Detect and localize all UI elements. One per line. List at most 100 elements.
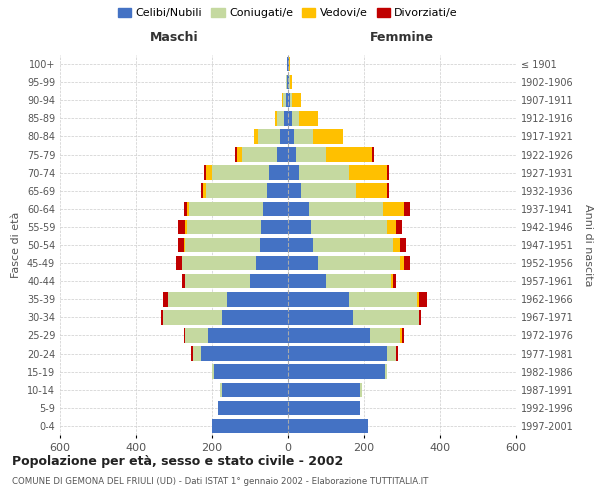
Bar xyxy=(385,364,387,379)
Bar xyxy=(294,129,313,144)
Bar xyxy=(242,148,277,162)
Bar xyxy=(185,220,187,234)
Bar xyxy=(288,256,319,270)
Bar xyxy=(212,418,288,433)
Bar xyxy=(283,93,286,108)
Bar xyxy=(288,220,311,234)
Bar xyxy=(289,75,290,90)
Bar xyxy=(387,220,397,234)
Bar xyxy=(287,57,288,72)
Bar xyxy=(326,148,371,162)
Bar xyxy=(417,292,419,306)
Bar xyxy=(313,129,343,144)
Bar xyxy=(419,310,421,324)
Bar xyxy=(391,274,392,288)
Legend: Celibi/Nubili, Coniugati/e, Vedovi/e, Divorziati/e: Celibi/Nubili, Coniugati/e, Vedovi/e, Di… xyxy=(113,4,463,23)
Bar xyxy=(311,220,387,234)
Bar xyxy=(185,328,208,342)
Bar xyxy=(309,202,383,216)
Bar xyxy=(286,93,288,108)
Bar xyxy=(184,238,185,252)
Bar xyxy=(221,310,288,324)
Bar xyxy=(212,364,214,379)
Bar xyxy=(288,166,299,180)
Bar xyxy=(184,202,187,216)
Bar xyxy=(288,328,370,342)
Bar xyxy=(227,292,288,306)
Bar xyxy=(313,238,392,252)
Bar xyxy=(288,202,309,216)
Bar xyxy=(235,148,236,162)
Bar xyxy=(163,292,168,306)
Bar xyxy=(275,111,277,126)
Bar xyxy=(280,129,288,144)
Bar xyxy=(267,184,288,198)
Bar xyxy=(288,57,289,72)
Bar xyxy=(277,111,284,126)
Bar xyxy=(254,129,257,144)
Bar xyxy=(206,184,267,198)
Bar xyxy=(299,166,349,180)
Bar xyxy=(349,292,417,306)
Bar xyxy=(214,364,288,379)
Bar xyxy=(288,364,385,379)
Bar xyxy=(184,328,185,342)
Bar xyxy=(288,346,387,361)
Bar xyxy=(257,129,280,144)
Bar xyxy=(237,148,242,162)
Y-axis label: Fasce di età: Fasce di età xyxy=(11,212,21,278)
Bar xyxy=(400,328,402,342)
Bar xyxy=(371,148,373,162)
Bar xyxy=(205,166,206,180)
Bar xyxy=(299,111,319,126)
Bar xyxy=(193,346,200,361)
Bar xyxy=(290,75,292,90)
Bar xyxy=(288,238,313,252)
Bar xyxy=(383,202,404,216)
Bar xyxy=(256,256,288,270)
Bar xyxy=(208,328,288,342)
Bar xyxy=(397,220,402,234)
Bar xyxy=(288,418,368,433)
Bar xyxy=(400,256,404,270)
Bar xyxy=(185,238,260,252)
Bar xyxy=(370,328,400,342)
Bar xyxy=(288,310,353,324)
Bar xyxy=(161,310,163,324)
Bar xyxy=(296,148,326,162)
Bar xyxy=(387,346,397,361)
Bar xyxy=(289,57,290,72)
Text: COMUNE DI GEMONA DEL FRIULI (UD) - Dati ISTAT 1° gennaio 2002 - Elaborazione TUT: COMUNE DI GEMONA DEL FRIULI (UD) - Dati … xyxy=(12,478,428,486)
Bar xyxy=(288,184,301,198)
Bar xyxy=(288,75,289,90)
Bar xyxy=(187,220,262,234)
Bar xyxy=(187,202,189,216)
Bar xyxy=(387,166,389,180)
Bar xyxy=(301,184,356,198)
Bar xyxy=(292,111,299,126)
Bar xyxy=(189,202,263,216)
Bar xyxy=(277,148,288,162)
Bar xyxy=(404,202,410,216)
Bar xyxy=(182,274,185,288)
Y-axis label: Anni di nascita: Anni di nascita xyxy=(583,204,593,286)
Bar xyxy=(263,202,288,216)
Bar xyxy=(404,256,410,270)
Bar xyxy=(176,256,182,270)
Bar xyxy=(269,166,288,180)
Bar xyxy=(326,274,391,288)
Bar xyxy=(203,184,206,198)
Bar xyxy=(360,382,362,397)
Text: Maschi: Maschi xyxy=(149,31,199,44)
Bar xyxy=(220,382,221,397)
Bar xyxy=(284,111,288,126)
Bar xyxy=(288,148,296,162)
Bar xyxy=(400,238,406,252)
Bar xyxy=(392,274,397,288)
Bar xyxy=(163,310,221,324)
Bar xyxy=(200,346,288,361)
Bar xyxy=(288,382,360,397)
Text: Popolazione per età, sesso e stato civile - 2002: Popolazione per età, sesso e stato civil… xyxy=(12,455,343,468)
Bar xyxy=(319,256,400,270)
Bar xyxy=(212,166,269,180)
